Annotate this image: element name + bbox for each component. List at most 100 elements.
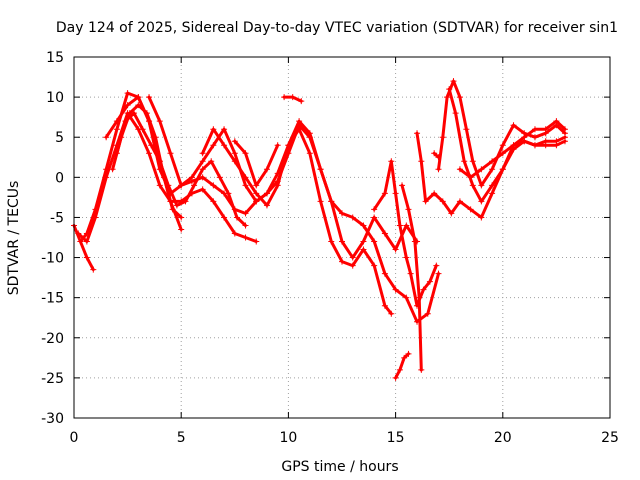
data-point [431, 150, 438, 157]
data-point [146, 150, 153, 157]
data-point [188, 178, 195, 185]
y-tick-label: 10 [46, 90, 64, 106]
data-point [448, 210, 455, 217]
data-point [77, 238, 84, 245]
series-line [147, 95, 440, 324]
data-point [407, 270, 414, 277]
data-point [388, 158, 395, 165]
data-point [489, 166, 496, 173]
data-point [435, 154, 442, 161]
data-point [456, 166, 463, 173]
data-point [296, 126, 303, 133]
y-tick-label: -15 [41, 291, 64, 307]
y-axis-label: SDTVAR / TECUs [6, 181, 22, 296]
series-track-n [431, 150, 442, 161]
data-point [199, 158, 206, 165]
data-point [135, 94, 142, 101]
x-tick-label: 5 [177, 430, 186, 446]
data-point [103, 174, 110, 181]
data-point [521, 138, 528, 145]
data-point [221, 126, 228, 133]
data-point [499, 166, 506, 173]
data-point [388, 310, 395, 317]
data-point [478, 182, 485, 189]
data-point [424, 310, 431, 317]
data-point [396, 366, 403, 373]
data-point [231, 158, 238, 165]
data-point [306, 150, 313, 157]
data-point [452, 110, 459, 117]
data-point [242, 150, 249, 157]
data-point [298, 98, 305, 105]
data-point [360, 246, 367, 253]
data-point [431, 190, 438, 197]
data-point [221, 214, 228, 221]
data-point [403, 294, 410, 301]
data-point [403, 222, 410, 229]
data-point [199, 150, 206, 157]
data-point [542, 142, 549, 149]
data-point [263, 166, 270, 173]
series-line [76, 111, 258, 243]
data-point [360, 222, 367, 229]
data-point [371, 262, 378, 269]
data-point [381, 302, 388, 309]
data-point [173, 202, 180, 209]
series-track-b [75, 110, 260, 245]
data-point [263, 190, 270, 197]
data-point [210, 182, 217, 189]
data-point [242, 222, 249, 229]
data-point [210, 198, 217, 205]
data-point [411, 238, 418, 245]
data-point [182, 198, 189, 205]
data-point [542, 126, 549, 133]
data-point [122, 118, 129, 125]
data-point [339, 258, 345, 265]
data-point [306, 130, 313, 137]
data-point [420, 286, 427, 293]
data-point [381, 190, 388, 197]
data-point [489, 190, 496, 197]
data-point [109, 166, 116, 173]
data-point [456, 198, 463, 205]
series-line [432, 151, 440, 159]
series-track-k [399, 182, 425, 373]
data-point [328, 198, 335, 205]
data-point [444, 94, 451, 101]
data-point [242, 174, 249, 181]
data-point [405, 350, 412, 357]
data-point [349, 262, 356, 269]
data-point [75, 230, 82, 237]
data-point [317, 166, 324, 173]
data-point [178, 214, 185, 221]
data-point [418, 158, 425, 165]
data-point [435, 166, 442, 173]
data-point [531, 126, 538, 133]
data-point [156, 182, 163, 189]
data-point [328, 238, 335, 245]
data-point [143, 110, 150, 117]
data-point [414, 130, 421, 137]
data-point [233, 214, 240, 221]
data-point [461, 158, 468, 165]
series-line [201, 127, 393, 316]
data-point [178, 182, 185, 189]
data-point [210, 126, 217, 133]
data-point [381, 230, 388, 237]
plot-frame [73, 56, 611, 419]
data-point [92, 214, 99, 221]
data-point [439, 198, 446, 205]
data-series-group [71, 78, 568, 381]
series-line [233, 139, 280, 187]
data-point [553, 118, 560, 125]
data-point [113, 126, 120, 133]
data-point [510, 122, 517, 129]
data-point [167, 150, 174, 157]
data-point [553, 142, 560, 149]
data-point [349, 254, 356, 261]
data-point [139, 126, 146, 133]
data-point [392, 246, 399, 253]
data-point [178, 226, 185, 233]
x-tick-label: 10 [279, 430, 297, 446]
